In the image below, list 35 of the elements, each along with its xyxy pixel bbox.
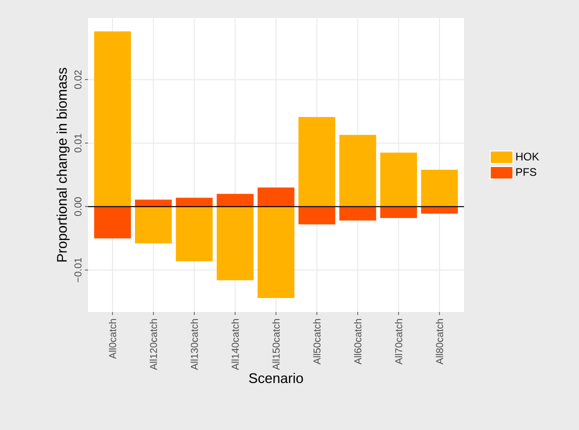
bar — [339, 134, 376, 207]
x-tick-label: All50catch — [313, 319, 321, 364]
y-tick-label: −0.01 — [74, 258, 82, 282]
x-tick-label: All0catch — [108, 319, 116, 359]
bar — [176, 198, 213, 207]
bar — [258, 206, 294, 298]
x-tick-label: All120catch — [150, 319, 158, 370]
bar — [216, 194, 254, 207]
x-tick-label: All140catch — [231, 319, 239, 370]
x-tick-label: All70catch — [394, 319, 402, 364]
x-tick-label: All60catch — [354, 319, 362, 364]
x-axis-title: Scenario — [249, 372, 303, 384]
bar — [258, 188, 294, 207]
bar — [94, 31, 131, 207]
bar — [339, 206, 376, 221]
bar — [380, 206, 417, 218]
bar — [380, 152, 417, 207]
legend-label: HOK — [516, 152, 540, 160]
bar — [421, 206, 458, 214]
y-tick-label: 0.00 — [74, 197, 82, 216]
legend-label: PFS — [516, 168, 536, 176]
bar — [216, 206, 254, 280]
x-tick-label: All80catch — [436, 319, 444, 364]
bar — [135, 200, 172, 207]
y-tick-label: 0.02 — [74, 70, 82, 89]
y-tick-label: 0.01 — [74, 134, 82, 152]
bar — [421, 170, 458, 207]
x-tick-label: All150catch — [272, 319, 280, 370]
x-tick-label: All130catch — [190, 319, 198, 370]
bar — [135, 206, 172, 244]
bar — [298, 206, 336, 224]
bar — [176, 206, 213, 262]
y-axis-title: Proportional change in biomass — [56, 68, 70, 262]
bar — [298, 117, 336, 207]
bar — [94, 206, 131, 238]
